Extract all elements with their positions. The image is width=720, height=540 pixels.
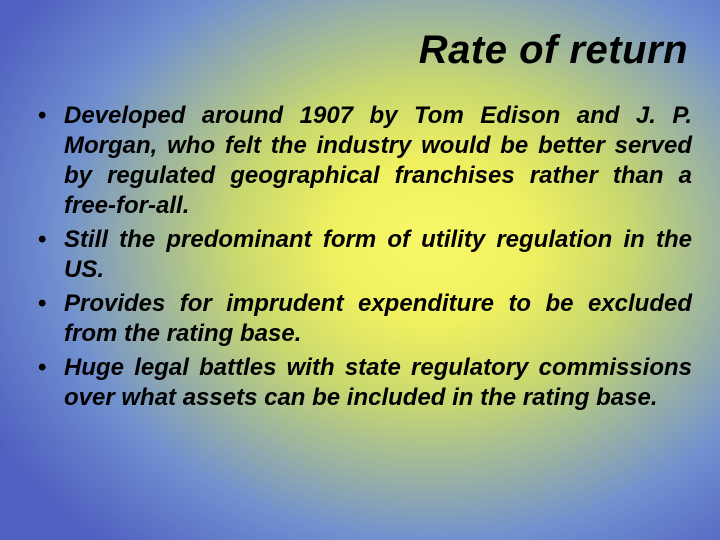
list-item: Huge legal battles with state regulatory… [28,353,692,413]
list-item: Provides for imprudent expenditure to be… [28,289,692,349]
list-item: Still the predominant form of utility re… [28,225,692,285]
bullet-list: Developed around 1907 by Tom Edison and … [28,101,692,413]
page-title: Rate of return [28,28,692,73]
list-item: Developed around 1907 by Tom Edison and … [28,101,692,221]
